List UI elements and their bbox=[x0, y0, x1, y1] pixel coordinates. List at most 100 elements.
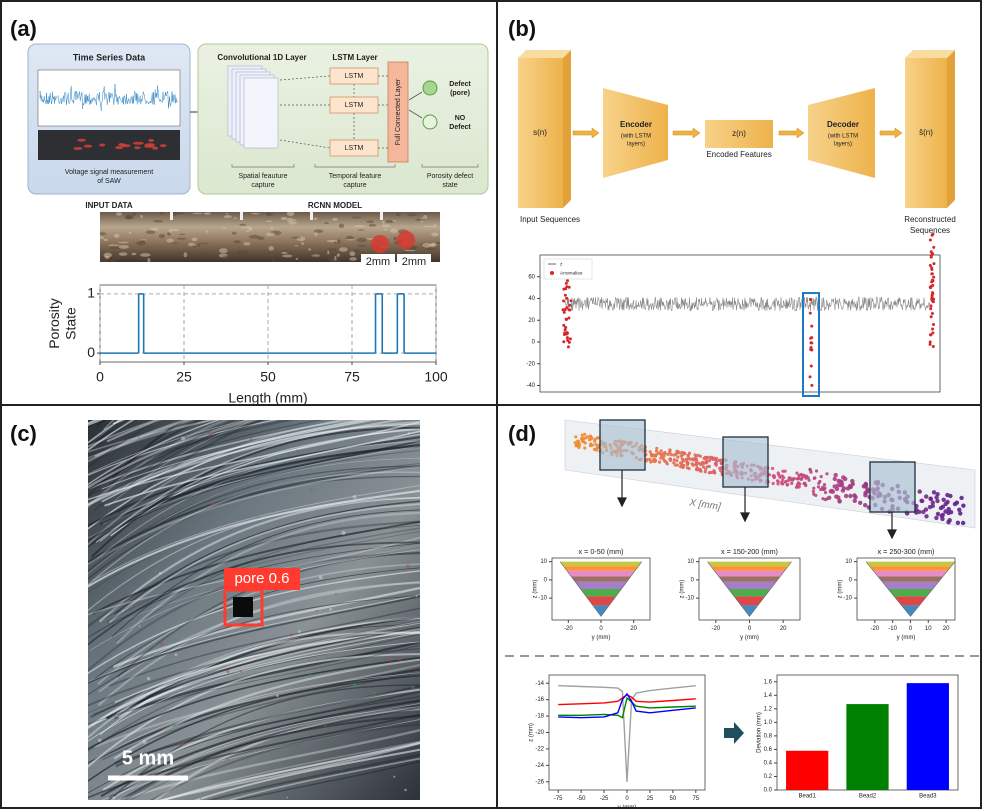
fc-label: Full Connected Layer bbox=[395, 78, 402, 145]
photo-speck bbox=[417, 656, 418, 657]
anomaly-point bbox=[562, 299, 565, 302]
node-note: (with LSTM bbox=[828, 134, 858, 140]
cloud-point bbox=[961, 504, 965, 508]
panel-label: (a) bbox=[10, 16, 37, 41]
x-tick-label: -75 bbox=[554, 796, 563, 802]
node-label: ŝ(n) bbox=[919, 128, 933, 137]
anomaly-point bbox=[932, 246, 935, 249]
weld-texture bbox=[210, 256, 219, 257]
photo-speck bbox=[211, 502, 215, 506]
cloud-point bbox=[665, 461, 668, 464]
photo-speck bbox=[388, 658, 392, 662]
node-label: Decoder bbox=[827, 120, 859, 129]
panel-label: (c) bbox=[10, 421, 37, 446]
cloud-point bbox=[946, 520, 950, 524]
anomaly-point bbox=[566, 339, 569, 342]
weld-texture bbox=[429, 244, 436, 247]
weld-texture bbox=[384, 229, 387, 231]
pore-marker bbox=[371, 235, 389, 253]
photo-speck bbox=[324, 725, 326, 727]
anomaly-point bbox=[569, 337, 572, 340]
input-caption: of SAW bbox=[97, 178, 121, 185]
bead-layer bbox=[723, 582, 776, 589]
page: (a) Time Series Data Voltage signal meas… bbox=[0, 0, 982, 809]
heat-spot bbox=[134, 146, 140, 149]
heat-spot bbox=[73, 147, 82, 150]
x-tick-label: 25 bbox=[176, 368, 192, 384]
weld-texture bbox=[332, 218, 338, 221]
cloud-point bbox=[660, 449, 663, 452]
y-tick-label: -40 bbox=[526, 383, 535, 389]
weld-texture bbox=[281, 252, 287, 254]
weld-texture bbox=[296, 258, 299, 260]
weld-texture bbox=[251, 213, 260, 214]
weld-texture bbox=[166, 239, 173, 243]
cloud-point bbox=[949, 510, 953, 514]
cloud-point bbox=[708, 456, 711, 459]
weld-texture bbox=[234, 218, 238, 219]
weld-texture bbox=[119, 252, 128, 256]
anomaly-point bbox=[566, 336, 569, 339]
x-tick-label: 10 bbox=[925, 626, 932, 632]
cloud-point bbox=[692, 464, 695, 467]
anomaly-point bbox=[810, 336, 813, 339]
weld-texture bbox=[245, 230, 249, 232]
cloud-point bbox=[718, 459, 721, 462]
anomaly-point bbox=[930, 315, 933, 318]
anomaly-point bbox=[931, 233, 934, 236]
caption: Encoded Features bbox=[706, 150, 771, 159]
cloud-point bbox=[865, 487, 869, 491]
bead-layer bbox=[714, 571, 784, 576]
bead-layer bbox=[707, 562, 791, 567]
anomaly-point bbox=[562, 308, 565, 311]
weld-texture bbox=[112, 256, 121, 260]
cloud-point bbox=[704, 470, 707, 473]
node-note: layers) bbox=[834, 142, 852, 148]
y-tick-label: 1.6 bbox=[764, 679, 773, 685]
cloud-point bbox=[841, 475, 845, 479]
photo-speck bbox=[355, 549, 357, 551]
y-tick-label: -18 bbox=[535, 714, 544, 720]
cloud-point bbox=[777, 480, 780, 483]
anomaly-point bbox=[568, 304, 571, 307]
y-tick-label: 1.2 bbox=[764, 706, 773, 712]
cloud-point bbox=[961, 521, 965, 525]
cloud-point bbox=[931, 500, 935, 504]
plot-frame bbox=[540, 255, 940, 392]
cloud-point bbox=[797, 477, 800, 480]
anomaly-point bbox=[929, 333, 932, 336]
photo-speck bbox=[259, 462, 261, 464]
weld-texture bbox=[266, 232, 275, 236]
heat-spot bbox=[99, 143, 105, 146]
anomaly-point bbox=[564, 326, 567, 329]
weld-texture bbox=[243, 242, 250, 245]
cloud-point bbox=[699, 455, 702, 458]
y-axis-label: z (mm) bbox=[533, 580, 539, 599]
x-tick-label: 20 bbox=[630, 626, 637, 632]
bead-layer bbox=[870, 566, 952, 571]
cloud-point bbox=[715, 457, 718, 460]
cloud-point bbox=[821, 486, 824, 489]
y-tick-label: -10 bbox=[685, 596, 694, 602]
cloud-point bbox=[836, 483, 840, 487]
weld-texture bbox=[301, 242, 303, 245]
cloud-point bbox=[682, 460, 685, 463]
cloud-point bbox=[695, 468, 698, 471]
bead-layer bbox=[878, 576, 943, 581]
cloud-point bbox=[653, 458, 656, 461]
pore bbox=[233, 597, 253, 617]
weld-texture bbox=[239, 224, 246, 226]
weld-texture bbox=[382, 224, 391, 227]
cloud-point bbox=[772, 482, 775, 485]
cloud-point bbox=[953, 502, 957, 506]
cloud-point bbox=[844, 494, 848, 498]
cloud-point bbox=[803, 482, 806, 485]
y-axis-label: z (mm) bbox=[680, 580, 686, 599]
cloud-point bbox=[943, 509, 947, 513]
chart-title: x = 150-200 (mm) bbox=[721, 547, 778, 556]
anomaly-point bbox=[932, 262, 935, 265]
weld-texture bbox=[223, 228, 227, 229]
weld-texture bbox=[334, 241, 336, 243]
cloud-point bbox=[778, 475, 781, 478]
y-tick-label: 1.4 bbox=[764, 693, 773, 699]
